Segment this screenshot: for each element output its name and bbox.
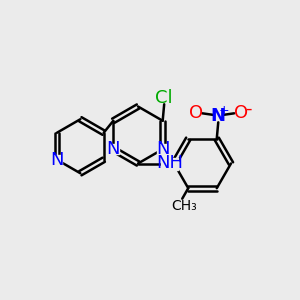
Text: Cl: Cl — [155, 89, 173, 107]
Text: N: N — [50, 151, 64, 169]
Text: O: O — [189, 104, 203, 122]
Text: -: - — [245, 100, 251, 118]
Text: +: + — [218, 104, 229, 117]
Text: N: N — [211, 107, 226, 125]
Text: N: N — [106, 140, 120, 158]
Bar — [158, 144, 168, 154]
Bar — [108, 144, 119, 154]
Bar — [52, 154, 62, 165]
Bar — [161, 158, 178, 169]
Text: NH: NH — [156, 154, 183, 172]
Text: O: O — [234, 104, 248, 122]
Text: CH₃: CH₃ — [171, 199, 196, 213]
Text: N: N — [156, 140, 169, 158]
